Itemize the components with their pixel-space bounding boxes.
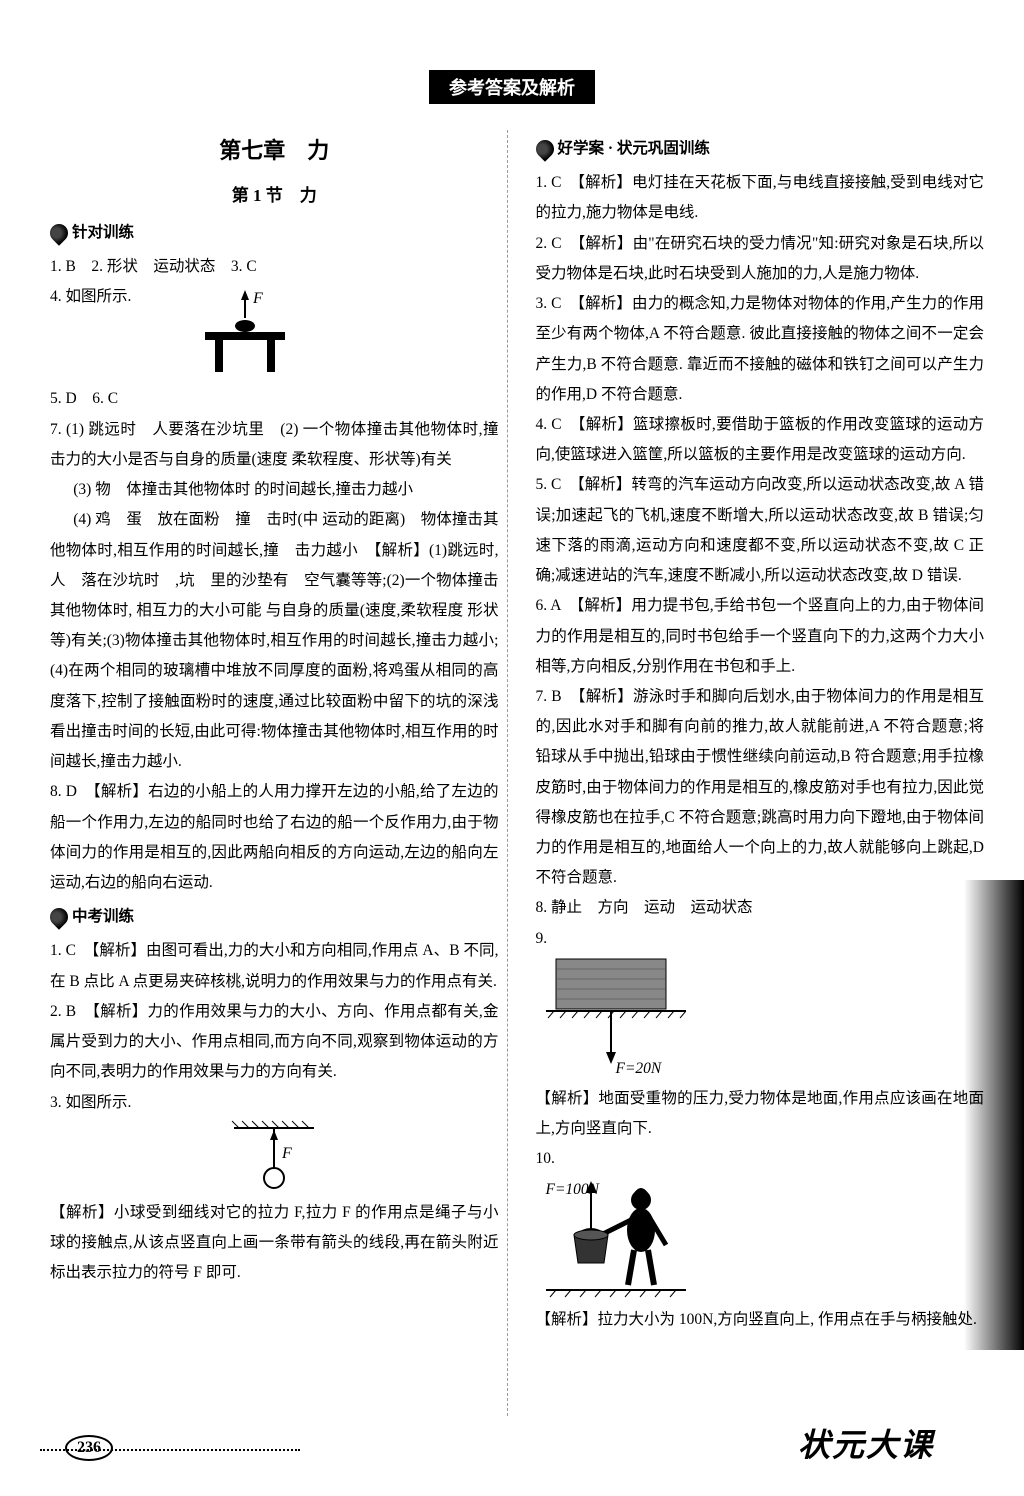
answer-line: 5. D 6. C (50, 384, 499, 414)
answer-sub: (3) 物 体撞击其他物体时 的时间越长,撞击力越小 (50, 475, 499, 505)
bullet-icon (46, 220, 71, 245)
explain-line: 【解析】地面受重物的压力,受力物体是地面,作用点应该画在地面上,方向竖直向下. (536, 1084, 985, 1144)
q9-label: 9. (536, 924, 985, 954)
answer-line: 4. C 【解析】篮球擦板时,要借助于篮板的作用改变篮球的运动方向,使篮球进入篮… (536, 410, 985, 470)
left-column: 第七章 力 第 1 节 力 针对训练 1. B 2. 形状 运动状态 3. C … (50, 130, 508, 1416)
force-label: F (252, 290, 263, 307)
bullet-icon (46, 905, 71, 930)
answer-line: 7. (1) 跳远时 人要落在沙坑里 (2) 一个物体撞击其他物体时,撞击力的大… (50, 415, 499, 475)
answer-line: 3. C 【解析】由力的概念知,力是物体对物体的作用,产生力的作用至少有两个物体… (536, 289, 985, 410)
bullet-icon (532, 136, 557, 161)
answer-line: 2. B 【解析】力的作用效果与力的大小、方向、作用点都有关,金属片受到力的大小… (50, 997, 499, 1088)
q9-force-label: F=20N (616, 1054, 662, 1084)
q9-diagram: F=20N (546, 954, 686, 1084)
header-text: 针对训练 (72, 218, 134, 248)
answer-line: 3. 如图所示. (50, 1088, 499, 1118)
ball-hang-diagram: F (194, 1118, 354, 1198)
footer-logo: 状元大课 (798, 1420, 934, 1466)
scan-edge-shadow (964, 880, 1024, 1350)
header-haoxuean: 好学案 · 状元巩固训练 (536, 134, 985, 164)
answer-line: 6. A 【解析】用力提书包,手给书包一个竖直向上的力,由于物体间力的作用是相互… (536, 591, 985, 682)
q10-force-label: F=100N (546, 1175, 600, 1205)
force-label: F (281, 1145, 292, 1162)
answer-line: 8. D 【解析】右边的小船上的人用力撑开左边的小船,给了左边的船一个作用力,左… (50, 777, 499, 898)
explain-line: 【解析】小球受到细线对它的拉力 F,拉力 F 的作用点是绳子与小球的接触点,从该… (50, 1198, 499, 1289)
content: 第七章 力 第 1 节 力 针对训练 1. B 2. 形状 运动状态 3. C … (50, 130, 984, 1416)
section-subtitle: 第 1 节 力 (50, 179, 499, 212)
answer-line: 1. C 【解析】由图可看出,力的大小和方向相同,作用点 A、B 不同,在 B … (50, 936, 499, 996)
table-force-diagram: F (195, 288, 295, 378)
answer-sub: (4) 鸡 蛋 放在面粉 撞 击时(中 运动的距离) 物体撞击其他物体时,相互作… (50, 505, 499, 777)
page-number: 236 (65, 1435, 113, 1461)
answer-line: 5. C 【解析】转弯的汽车运动方向改变,所以运动状态改变,故 A 错误;加速起… (536, 470, 985, 591)
right-column: 好学案 · 状元巩固训练 1. C 【解析】电灯挂在天花板下面,与电线直接接触,… (528, 130, 985, 1416)
q10-label: 10. (536, 1144, 985, 1174)
answer-line: 7. B 【解析】游泳时手和脚向后划水,由于物体间力的作用是相互的,因此水对手和… (536, 682, 985, 894)
header-zhongkao: 中考训练 (50, 902, 499, 932)
header-text: 中考训练 (72, 902, 134, 932)
answer-line: 4. 如图所示. F (50, 282, 499, 384)
header-text: 好学案 · 状元巩固训练 (558, 134, 710, 164)
answer-line: 1. B 2. 形状 运动状态 3. C (50, 252, 499, 282)
chapter-title: 第七章 力 (50, 130, 499, 173)
q10-diagram: F=100N (546, 1175, 686, 1305)
explain-line: 【解析】拉力大小为 100N,方向竖直向上, 作用点在手与柄接触处. (536, 1305, 985, 1335)
q4-text: 4. 如图所示. (50, 288, 131, 305)
answer-line: 2. C 【解析】由"在研究石块的受力情况"知:研究对象是石块,所以受力物体是石… (536, 229, 985, 289)
answer-line: 8. 静止 方向 运动 运动状态 (536, 893, 985, 923)
header-targeted: 针对训练 (50, 218, 499, 248)
page-banner: 参考答案及解析 (429, 70, 595, 104)
answer-line: 1. C 【解析】电灯挂在天花板下面,与电线直接接触,受到电线对它的拉力,施力物… (536, 168, 985, 228)
